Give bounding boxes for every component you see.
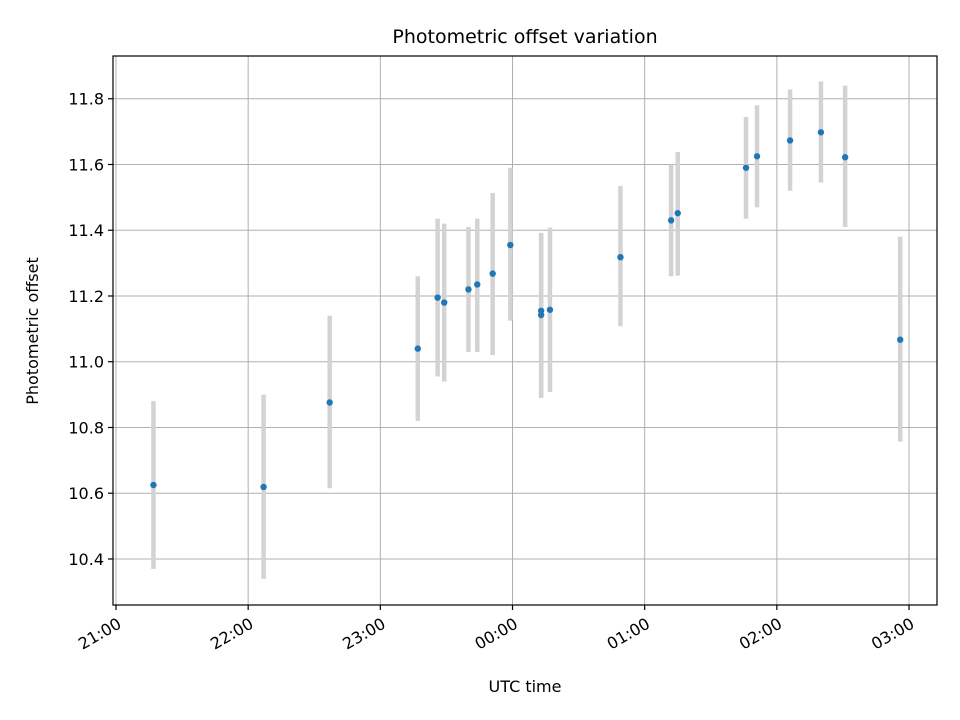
grid bbox=[113, 56, 937, 605]
data-point bbox=[786, 137, 794, 144]
data-point bbox=[474, 281, 481, 288]
data-point bbox=[260, 483, 267, 491]
data-point bbox=[150, 481, 157, 489]
y-tick-label: 11.6 bbox=[68, 155, 104, 174]
data-point bbox=[674, 209, 681, 217]
data-point bbox=[841, 154, 849, 161]
data-points bbox=[150, 129, 904, 491]
data-point bbox=[817, 129, 825, 136]
y-tick-label: 11.8 bbox=[68, 90, 104, 109]
data-point bbox=[537, 311, 545, 319]
data-point bbox=[441, 299, 448, 306]
data-point bbox=[465, 286, 472, 293]
y-tick-label: 10.4 bbox=[68, 550, 104, 569]
data-point bbox=[414, 345, 421, 352]
y-tick-label: 10.6 bbox=[68, 484, 104, 503]
data-point bbox=[617, 253, 624, 261]
data-point bbox=[742, 164, 750, 171]
chart-title: Photometric offset variation bbox=[392, 26, 657, 48]
y-axis-ticks: 10.4 10.6 10.8 11.0 11.2 11.4 11.6 11.8 bbox=[68, 90, 113, 569]
data-point bbox=[489, 270, 496, 277]
data-point bbox=[667, 217, 675, 224]
data-point bbox=[434, 294, 441, 301]
y-tick-label: 11.4 bbox=[68, 221, 104, 240]
data-point bbox=[546, 306, 554, 313]
axes-frame bbox=[112, 55, 938, 606]
x-axis-label: UTC time bbox=[489, 677, 562, 696]
y-axis-label: Photometric offset bbox=[23, 257, 42, 405]
data-point bbox=[753, 153, 761, 160]
data-point bbox=[326, 399, 333, 406]
data-point bbox=[507, 241, 514, 249]
y-tick-label: 11.0 bbox=[68, 353, 104, 372]
plot-area bbox=[113, 56, 937, 605]
y-tick-label: 10.8 bbox=[68, 418, 104, 437]
y-tick-label: 11.2 bbox=[68, 287, 104, 306]
data-point bbox=[897, 336, 904, 343]
